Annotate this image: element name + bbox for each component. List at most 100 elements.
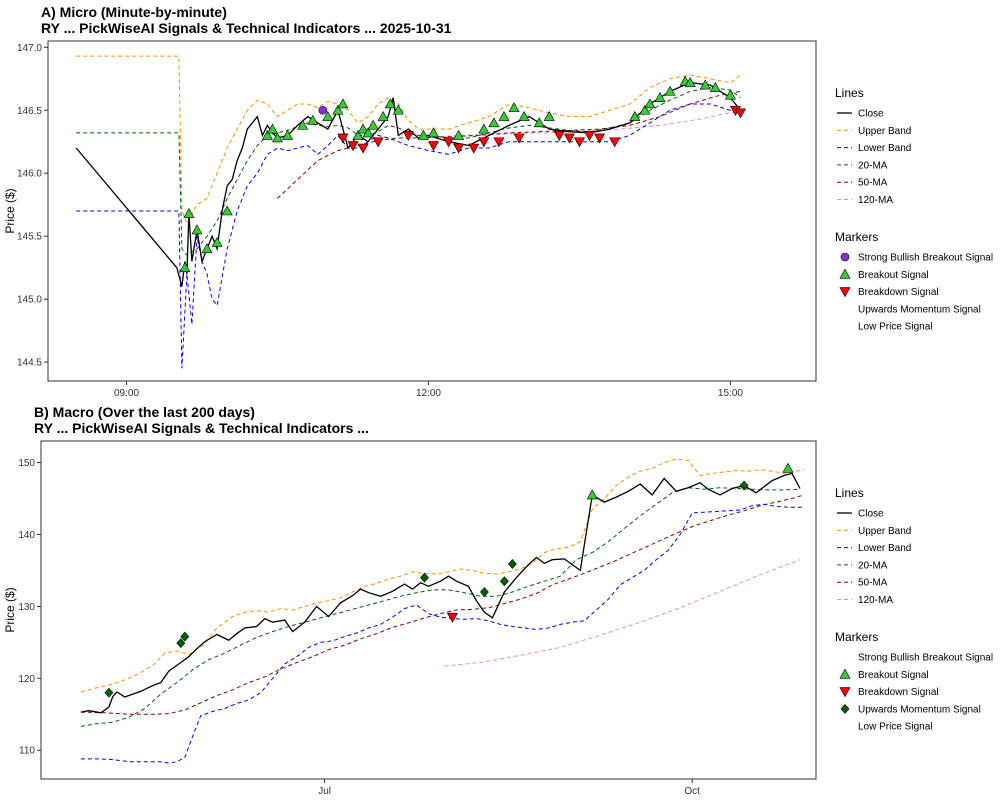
- y-tick-label: 110: [19, 746, 35, 757]
- breakout-marker: [709, 81, 721, 92]
- breakdown-marker: [357, 143, 369, 154]
- legend-line-label: 20-MA: [858, 160, 888, 171]
- breakout-marker: [699, 79, 711, 90]
- breakout-marker: [654, 92, 666, 102]
- breakout-marker: [271, 132, 284, 143]
- legend-marker-label: Strong Bullish Breakout Signal: [858, 653, 993, 664]
- breakdown-marker: [372, 137, 384, 148]
- chart-title: B) Macro (Over the last 200 days): [34, 404, 255, 420]
- x-tick-label: 09:00: [114, 388, 139, 399]
- plot-area: [40, 440, 817, 780]
- breakdown-marker: [734, 108, 747, 119]
- breakout-marker: [684, 76, 696, 87]
- breakout-marker: [782, 462, 794, 473]
- legend-marker-label: Upwards Momentum Signal: [858, 704, 981, 715]
- breakdown-marker: [468, 143, 480, 154]
- breakout-marker: [191, 224, 203, 235]
- series-line-50-ma: [277, 90, 741, 199]
- legend-line-label: Upper Band: [858, 526, 911, 537]
- legend-marker-label: Breakdown Signal: [858, 287, 939, 298]
- legend-line-label: Lower Band: [858, 543, 911, 554]
- legend-marker-label: Breakdown Signal: [858, 687, 939, 698]
- breakout-marker: [367, 119, 379, 130]
- y-tick-label: 144.5: [17, 358, 42, 369]
- breakout-marker: [261, 129, 273, 140]
- breakout-marker: [629, 110, 641, 121]
- breakout-marker: [201, 243, 213, 254]
- breakdown-marker: [573, 137, 585, 148]
- y-tick-label: 145.0: [17, 295, 42, 306]
- series-line-50-ma: [80, 494, 805, 715]
- breakout-marker: [352, 129, 364, 140]
- breakout-marker: [533, 117, 545, 128]
- breakdown-marker: [453, 143, 465, 154]
- breakdown-marker: [513, 133, 525, 144]
- breakout-marker: [427, 127, 440, 138]
- breakout-marker: [518, 110, 530, 121]
- legend-marker-key: [839, 687, 851, 698]
- legend-line-label: Upper Band: [858, 126, 911, 137]
- legend-line-label: 120-MA: [858, 595, 893, 606]
- x-tick-label: Oct: [684, 786, 700, 797]
- breakout-marker: [332, 104, 344, 115]
- momentum-marker: [739, 480, 749, 491]
- y-tick-label: 145.5: [17, 232, 42, 243]
- legend: Lines Close Upper Band Lower Band 20-MA 50-MA…: [835, 486, 993, 733]
- breakout-marker: [221, 205, 233, 216]
- breakdown-marker: [402, 131, 414, 142]
- legend-marker-key: [840, 252, 850, 262]
- breakout-marker: [498, 110, 510, 121]
- breakdown-marker: [594, 133, 606, 144]
- legend-marker-key: [839, 287, 851, 298]
- breakdown-marker: [427, 141, 440, 152]
- legend-lines-title: Lines: [835, 86, 864, 100]
- legend-marker-label: Low Price Signal: [858, 322, 932, 333]
- y-tick-label: 146.5: [17, 106, 42, 117]
- legend-marker-label: Low Price Signal: [858, 722, 932, 733]
- series-line-close: [80, 472, 801, 714]
- legend-line-label: Close: [858, 509, 884, 520]
- legend-marker-label: Breakout Signal: [858, 670, 929, 681]
- momentum-marker: [104, 687, 114, 698]
- legend-marker-label: Strong Bullish Breakout Signal: [858, 253, 993, 264]
- y-tick-label: 140: [18, 530, 35, 541]
- legend-line-label: 50-MA: [858, 178, 888, 189]
- y-tick-label: 147.0: [17, 43, 42, 54]
- breakdown-marker: [443, 137, 455, 148]
- legend-markers-title: Markers: [835, 630, 878, 644]
- chart-panel-macro: B) Macro (Over the last 200 days)RY ... …: [3, 404, 993, 797]
- breakout-marker: [417, 129, 429, 140]
- breakdown-marker: [446, 612, 458, 623]
- breakout-marker: [508, 102, 520, 113]
- chart-subtitle: RY ... PickWiseAI Signals & Technical In…: [41, 20, 452, 36]
- legend-marker-key: [839, 268, 851, 279]
- breakout-marker: [211, 236, 223, 247]
- legend-lines-title: Lines: [835, 486, 864, 500]
- legend-marker-label: Upwards Momentum Signal: [858, 304, 981, 315]
- momentum-marker: [420, 572, 429, 583]
- y-tick-label: 130: [18, 602, 35, 613]
- momentum-marker: [180, 631, 190, 642]
- chart-panel-micro: A) Micro (Minute-by-minute)RY ... PickWi…: [3, 4, 993, 399]
- legend-marker-label: Breakout Signal: [858, 270, 929, 281]
- momentum-marker: [480, 587, 489, 597]
- breakdown-marker: [563, 133, 575, 144]
- strong-breakout-marker: [318, 105, 328, 115]
- breakout-marker: [183, 207, 195, 218]
- breakout-marker: [586, 489, 598, 500]
- legend-line-label: 20-MA: [858, 560, 888, 571]
- marker-layer: [179, 75, 747, 272]
- breakout-marker: [307, 114, 319, 125]
- breakout-marker: [297, 119, 309, 130]
- x-tick-label: 15:00: [718, 388, 743, 399]
- breakout-marker: [357, 123, 369, 134]
- breakdown-marker: [478, 137, 490, 148]
- chart-title: A) Micro (Minute-by-minute): [41, 4, 227, 20]
- legend: Lines Close Upper Band Lower Band 20-MA 50-MA…: [835, 86, 993, 333]
- breakout-marker: [488, 117, 500, 128]
- series-line-20-ma: [76, 87, 741, 256]
- breakout-marker: [392, 104, 404, 115]
- series-line-120-ma: [444, 559, 801, 667]
